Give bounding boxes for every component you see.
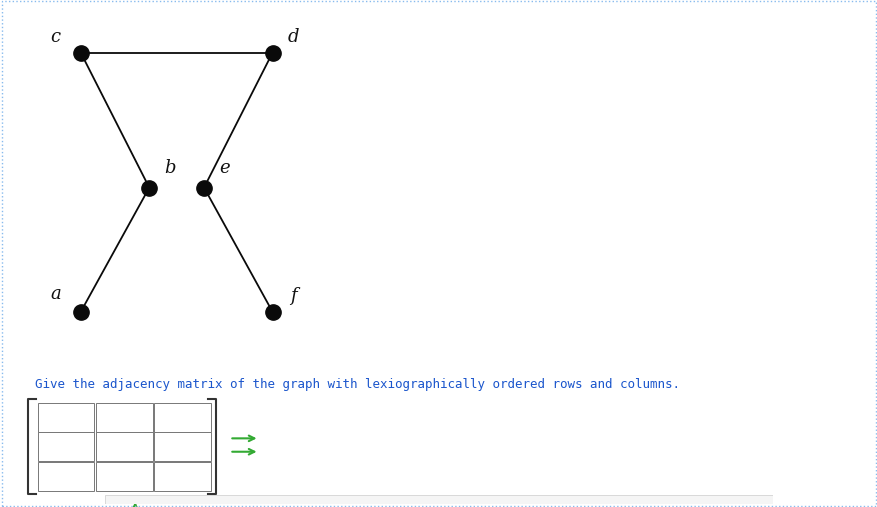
FancyBboxPatch shape [105,495,772,504]
FancyBboxPatch shape [38,403,94,431]
FancyBboxPatch shape [38,432,94,461]
FancyBboxPatch shape [96,432,153,461]
FancyBboxPatch shape [38,462,94,491]
Text: a: a [50,285,61,303]
Text: c: c [51,28,61,46]
FancyBboxPatch shape [154,432,210,461]
Text: Give the adjacency matrix of the graph with lexiographically ordered rows and co: Give the adjacency matrix of the graph w… [35,378,680,391]
FancyBboxPatch shape [154,403,210,431]
Text: e: e [219,159,230,177]
FancyBboxPatch shape [96,403,153,431]
Text: d: d [287,28,298,46]
Text: f: f [289,287,296,305]
FancyBboxPatch shape [96,462,153,491]
FancyBboxPatch shape [154,462,210,491]
Text: b: b [164,159,175,177]
